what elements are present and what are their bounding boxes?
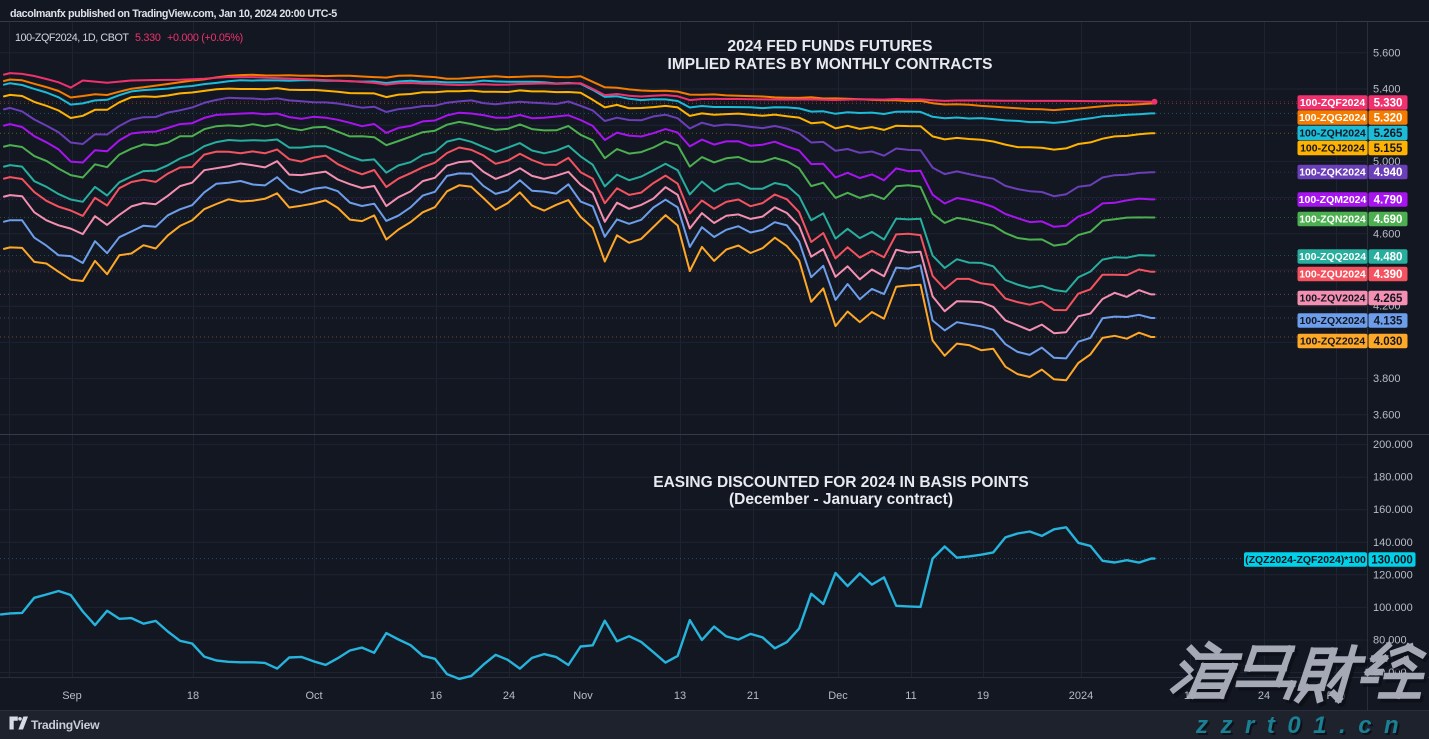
svg-text:Dec: Dec <box>828 690 848 702</box>
svg-text:Nov: Nov <box>573 690 593 702</box>
svg-text:4.690: 4.690 <box>1374 214 1403 226</box>
svg-text:16: 16 <box>430 690 442 702</box>
svg-text:80.000: 80.000 <box>1373 635 1407 647</box>
svg-text:Oct: Oct <box>305 690 322 702</box>
svg-text:100-ZQG2024: 100-ZQG2024 <box>1299 112 1366 124</box>
svg-text:5.400: 5.400 <box>1373 84 1401 96</box>
svg-text:4.480: 4.480 <box>1374 252 1403 264</box>
svg-text:100-ZQF2024, 1D, CBOT: 100-ZQF2024, 1D, CBOT <box>15 32 129 44</box>
svg-text:100-ZQF2024: 100-ZQF2024 <box>1300 97 1366 109</box>
svg-text:IMPLIED RATES BY MONTHLY CONTR: IMPLIED RATES BY MONTHLY CONTRACTS <box>668 56 993 73</box>
svg-text:4.030: 4.030 <box>1374 336 1403 348</box>
svg-text:100-ZQH2024: 100-ZQH2024 <box>1299 128 1366 140</box>
svg-text:18: 18 <box>187 690 199 702</box>
svg-text:100.000: 100.000 <box>1373 602 1413 614</box>
svg-text:24: 24 <box>503 690 515 702</box>
svg-text:21: 21 <box>747 690 759 702</box>
svg-text:+0.000 (+0.05%): +0.000 (+0.05%) <box>167 32 243 44</box>
svg-text:100-ZQZ2024: 100-ZQZ2024 <box>1300 336 1366 348</box>
svg-text:200.000: 200.000 <box>1373 439 1413 451</box>
svg-text:19: 19 <box>977 690 989 702</box>
svg-text:120.000: 120.000 <box>1373 569 1413 581</box>
svg-text:100-ZQM2024: 100-ZQM2024 <box>1299 194 1367 206</box>
svg-text:TradingView: TradingView <box>31 718 100 732</box>
svg-text:5.600: 5.600 <box>1373 47 1401 59</box>
svg-text:100-ZQX2024: 100-ZQX2024 <box>1300 315 1366 327</box>
svg-text:EASING DISCOUNTED FOR 2024 IN: EASING DISCOUNTED FOR 2024 IN BASIS POIN… <box>653 474 1029 491</box>
svg-text:5.320: 5.320 <box>1374 113 1403 125</box>
svg-text:4.600: 4.600 <box>1373 228 1401 240</box>
svg-text:24: 24 <box>1258 690 1270 702</box>
svg-text:dacolmanfx published on Tradin: dacolmanfx published on TradingView.com,… <box>10 8 337 20</box>
svg-text:11: 11 <box>905 690 916 702</box>
svg-text:160.000: 160.000 <box>1373 504 1413 516</box>
svg-text:5.265: 5.265 <box>1374 128 1403 140</box>
svg-text:130.000: 130.000 <box>1371 555 1413 567</box>
svg-text:(ZQZ2024-ZQF2024)*100: (ZQZ2024-ZQF2024)*100 <box>1245 554 1366 566</box>
svg-text:100-ZQQ2024: 100-ZQQ2024 <box>1299 251 1366 263</box>
svg-text:100-ZQN2024: 100-ZQN2024 <box>1299 214 1366 226</box>
svg-text:100-ZQV2024: 100-ZQV2024 <box>1300 293 1366 305</box>
svg-text:4.135: 4.135 <box>1374 316 1403 328</box>
svg-text:100-ZQU2024: 100-ZQU2024 <box>1299 269 1366 281</box>
svg-text:(December - January contract): (December - January contract) <box>729 491 953 508</box>
svg-text:4.940: 4.940 <box>1374 167 1403 179</box>
svg-text:5.155: 5.155 <box>1374 143 1403 155</box>
svg-text:4.790: 4.790 <box>1374 195 1403 207</box>
svg-text:100-ZQK2024: 100-ZQK2024 <box>1299 167 1366 179</box>
svg-text:140.000: 140.000 <box>1373 537 1413 549</box>
svg-text:2024: 2024 <box>1069 690 1093 702</box>
svg-text:13: 13 <box>674 690 686 702</box>
svg-text:3.800: 3.800 <box>1373 373 1401 385</box>
svg-text:4.265: 4.265 <box>1374 293 1403 305</box>
svg-text:zzrt01.cn: zzrt01.cn <box>1195 712 1411 739</box>
svg-text:zzrt01.cn: zzrt01.cn <box>1197 714 1413 739</box>
svg-text:100-ZQJ2024: 100-ZQJ2024 <box>1300 143 1365 155</box>
svg-text:5.330: 5.330 <box>1374 98 1403 110</box>
svg-text:Sep: Sep <box>62 690 82 702</box>
svg-text:3.600: 3.600 <box>1373 409 1401 421</box>
svg-text:180.000: 180.000 <box>1373 472 1413 484</box>
svg-text:4.390: 4.390 <box>1374 269 1403 281</box>
svg-text:5.330: 5.330 <box>135 32 161 44</box>
svg-text:2024 FED FUNDS FUTURES: 2024 FED FUNDS FUTURES <box>728 38 933 55</box>
